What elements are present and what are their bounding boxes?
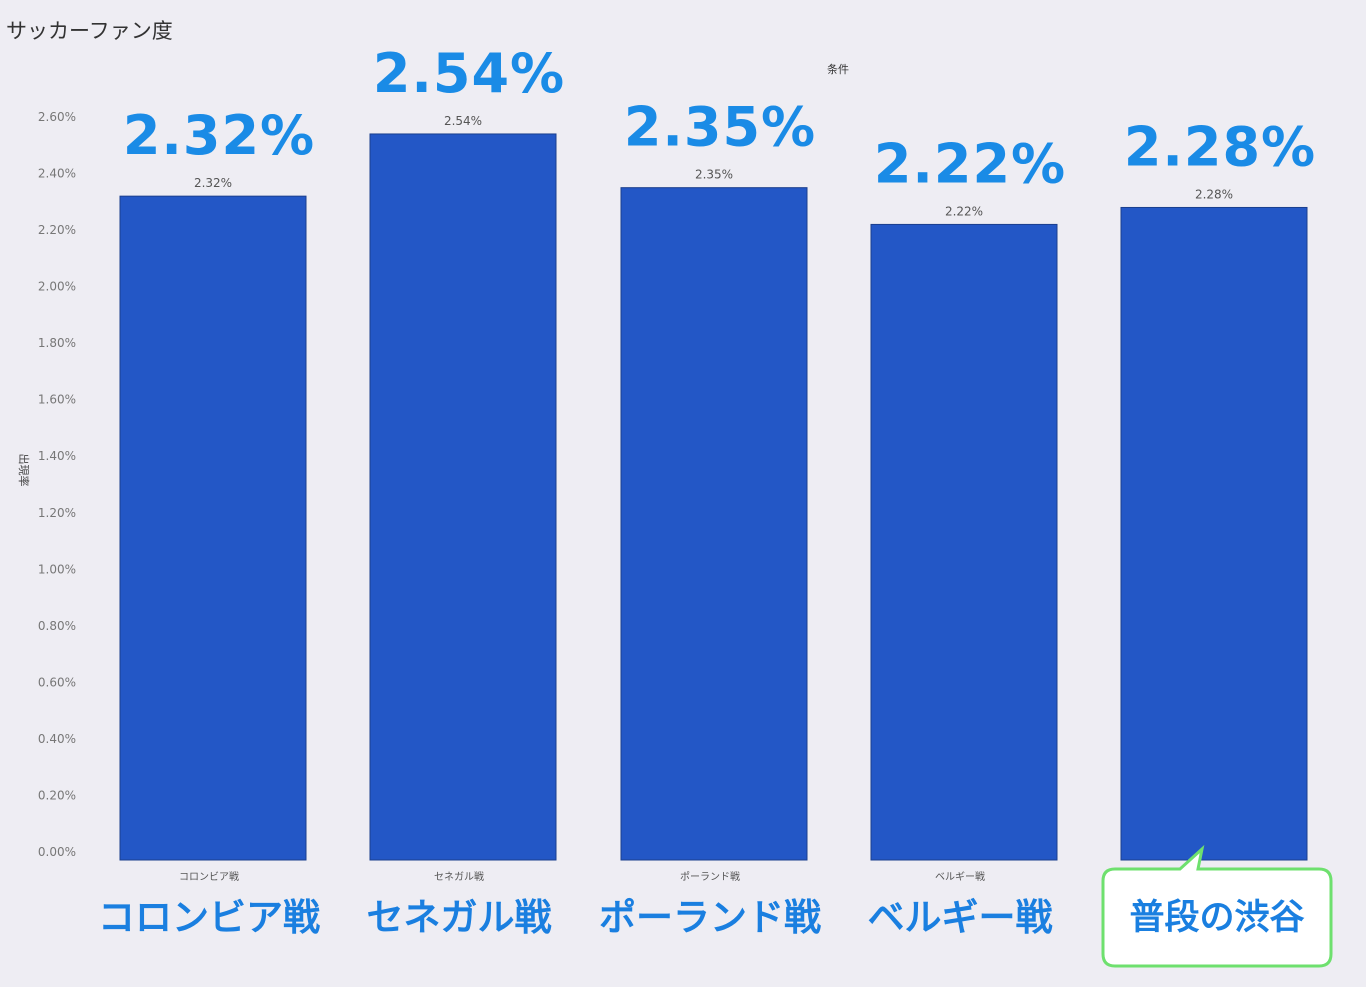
bar bbox=[870, 223, 1058, 861]
callout: 普段の渋谷 bbox=[1101, 844, 1333, 968]
value-labels: 2.32% 2.32% 2.54% 2.54% 2.35% 2.35% 2.22% 2.22%… bbox=[123, 42, 1316, 218]
bar bbox=[1120, 206, 1308, 861]
data-label-large: 2.32% bbox=[123, 104, 315, 167]
y-tick-label: 1.60% bbox=[38, 393, 76, 407]
y-tick-label: 1.80% bbox=[38, 336, 76, 350]
y-tick-label: 0.80% bbox=[38, 619, 76, 633]
data-label-large: 2.22% bbox=[874, 132, 1066, 195]
data-label-large: 2.35% bbox=[624, 96, 816, 159]
y-axis-ticks: 0.00% 0.20% 0.40% 0.60% 0.80% 1.00% 1.20% 1.40%… bbox=[38, 110, 76, 859]
data-label-small: 2.22% bbox=[945, 204, 983, 218]
x-tick-label-small: コロンビア戦 bbox=[179, 870, 239, 883]
y-tick-label: 2.60% bbox=[38, 110, 76, 124]
chart-title: サッカーファン度 bbox=[6, 19, 173, 43]
data-label-small: 2.54% bbox=[444, 114, 482, 128]
y-tick-label: 0.60% bbox=[38, 675, 76, 689]
bar bbox=[369, 133, 557, 861]
data-label-small: 2.35% bbox=[695, 168, 733, 182]
y-tick-label: 0.20% bbox=[38, 788, 76, 802]
x-tick-label-small: セネガル戦 bbox=[434, 870, 484, 883]
y-tick-label: 0.00% bbox=[38, 845, 76, 859]
x-tick-label-small: ベルギー戦 bbox=[935, 870, 985, 883]
callout-bubble bbox=[1101, 844, 1333, 968]
bar bbox=[620, 187, 808, 861]
data-label-large: 2.28% bbox=[1124, 115, 1316, 178]
y-tick-label: 1.40% bbox=[38, 449, 76, 463]
x-tick-label: セネガル戦 bbox=[367, 896, 552, 939]
y-tick-label: 2.40% bbox=[38, 167, 76, 181]
y-tick-label: 2.20% bbox=[38, 223, 76, 237]
x-tick-label: ベルギー戦 bbox=[868, 896, 1053, 939]
x-tick-label-highlight: 普段の渋谷 bbox=[1129, 897, 1304, 938]
y-axis-label: 出現率 bbox=[17, 454, 31, 487]
y-tick-label: 2.00% bbox=[38, 280, 76, 294]
bars bbox=[119, 133, 1308, 861]
data-label-small: 2.32% bbox=[194, 176, 232, 190]
y-tick-label: 1.00% bbox=[38, 562, 76, 576]
x-tick-label: コロンビア戦 bbox=[98, 896, 320, 939]
y-tick-label: 1.20% bbox=[38, 506, 76, 520]
data-label-large: 2.54% bbox=[373, 42, 565, 105]
x-tick-label: ポーランド戦 bbox=[599, 896, 821, 939]
legend-title: 条件 bbox=[827, 62, 849, 76]
data-label-small: 2.28% bbox=[1195, 187, 1233, 201]
bar bbox=[119, 195, 307, 861]
x-tick-label-small: ポーランド戦 bbox=[680, 870, 740, 883]
y-tick-label: 0.40% bbox=[38, 732, 76, 746]
category-labels: コロンビア戦コロンビア戦セネガル戦セネガル戦ポーランド戦ポーランド戦ベルギー戦ベ… bbox=[98, 870, 1053, 939]
